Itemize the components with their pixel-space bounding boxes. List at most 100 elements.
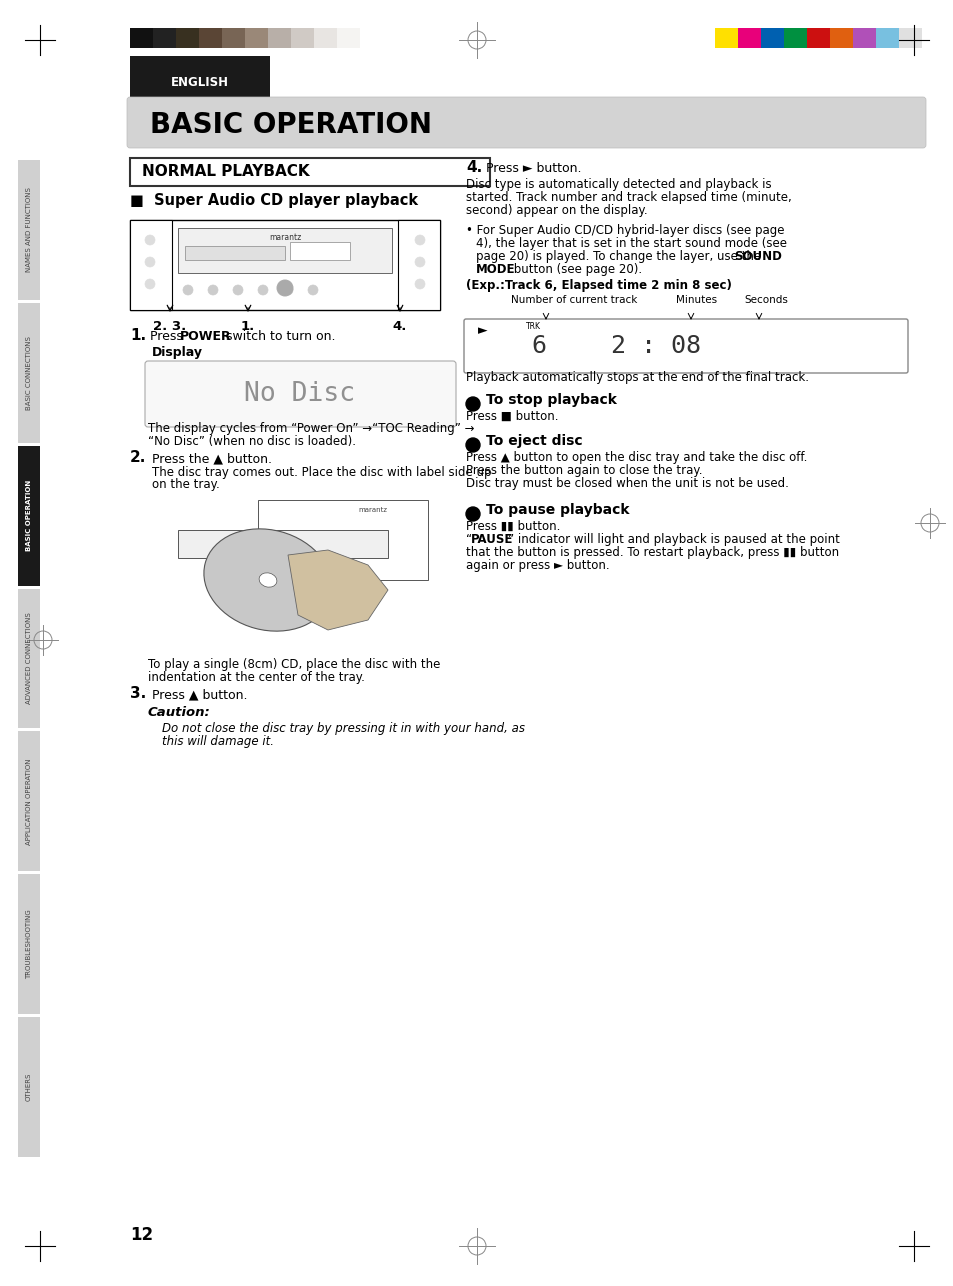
Circle shape <box>183 285 193 294</box>
Text: ” indicator will light and playback is paused at the point: ” indicator will light and playback is p… <box>507 532 839 547</box>
Bar <box>290 242 350 260</box>
Circle shape <box>145 279 154 289</box>
Bar <box>738 28 760 48</box>
Polygon shape <box>288 550 388 630</box>
Text: 4.: 4. <box>393 320 407 333</box>
Text: Seconds: Seconds <box>743 294 787 305</box>
Bar <box>898 28 921 48</box>
Circle shape <box>283 285 293 294</box>
Bar <box>875 28 898 48</box>
Text: started. Track number and track elapsed time (minute,: started. Track number and track elapsed … <box>465 192 791 204</box>
Text: on the tray.: on the tray. <box>152 478 219 491</box>
Text: MODE: MODE <box>476 264 515 276</box>
Text: 3.: 3. <box>130 685 146 701</box>
Text: NORMAL PLAYBACK: NORMAL PLAYBACK <box>142 165 310 180</box>
Circle shape <box>257 285 268 294</box>
Circle shape <box>465 439 479 451</box>
Text: switch to turn on.: switch to turn on. <box>222 331 335 343</box>
Text: To eject disc: To eject disc <box>485 433 582 448</box>
Text: To play a single (8cm) CD, place the disc with the: To play a single (8cm) CD, place the dis… <box>148 658 440 671</box>
Text: this will damage it.: this will damage it. <box>162 736 274 748</box>
Text: Press ▮▮ button.: Press ▮▮ button. <box>465 520 559 532</box>
Text: (Exp.:Track 6, Elapsed time 2 min 8 sec): (Exp.:Track 6, Elapsed time 2 min 8 sec) <box>465 279 731 292</box>
Circle shape <box>415 235 424 246</box>
Bar <box>130 220 439 310</box>
Text: Disc tray must be closed when the unit is not be used.: Disc tray must be closed when the unit i… <box>465 477 788 490</box>
Text: Press ■ button.: Press ■ button. <box>465 410 558 423</box>
Bar <box>130 158 490 186</box>
Text: ►: ► <box>477 324 487 337</box>
Circle shape <box>415 257 424 267</box>
Text: ■  Super Audio CD player playback: ■ Super Audio CD player playback <box>130 193 417 208</box>
Text: Press the button again to close the tray.: Press the button again to close the tray… <box>465 464 701 477</box>
Text: marantz: marantz <box>269 234 301 243</box>
Ellipse shape <box>204 529 332 631</box>
Bar <box>291 28 314 48</box>
Bar <box>18 874 40 1015</box>
Text: marantz: marantz <box>357 507 387 513</box>
Text: again or press ► button.: again or press ► button. <box>465 559 609 572</box>
Bar <box>714 28 738 48</box>
Text: The disc tray comes out. Place the disc with label side up: The disc tray comes out. Place the disc … <box>152 466 491 478</box>
Text: POWER: POWER <box>180 331 232 343</box>
Bar <box>18 732 40 872</box>
Text: BASIC OPERATION: BASIC OPERATION <box>26 480 32 552</box>
Circle shape <box>233 285 243 294</box>
Bar <box>18 1017 40 1157</box>
Text: BASIC OPERATION: BASIC OPERATION <box>150 111 432 139</box>
Text: 4), the layer that is set in the start sound mode (see: 4), the layer that is set in the start s… <box>476 237 786 249</box>
Bar <box>783 28 806 48</box>
Text: second) appear on the display.: second) appear on the display. <box>465 204 647 217</box>
Bar <box>178 228 392 273</box>
Text: 2. 3.: 2. 3. <box>153 320 187 333</box>
FancyBboxPatch shape <box>463 319 907 373</box>
Text: APPLICATION OPERATION: APPLICATION OPERATION <box>26 759 32 845</box>
Bar <box>257 500 428 580</box>
Bar <box>18 159 40 300</box>
Bar <box>829 28 852 48</box>
Circle shape <box>415 279 424 289</box>
Text: 12: 12 <box>130 1226 153 1244</box>
Text: Press ▲ button to open the disc tray and take the disc off.: Press ▲ button to open the disc tray and… <box>465 451 806 464</box>
Text: OTHERS: OTHERS <box>26 1073 32 1101</box>
Bar <box>175 28 199 48</box>
Text: Caution:: Caution: <box>148 706 211 719</box>
Text: Display: Display <box>152 346 203 359</box>
Text: 1.: 1. <box>240 320 254 333</box>
Text: • For Super Audio CD/CD hybrid-layer discs (see page: • For Super Audio CD/CD hybrid-layer dis… <box>465 224 783 237</box>
Text: Press: Press <box>150 331 187 343</box>
Text: indentation at the center of the tray.: indentation at the center of the tray. <box>148 671 364 684</box>
Text: SOUND: SOUND <box>733 249 781 264</box>
Text: Press the ▲ button.: Press the ▲ button. <box>152 451 272 466</box>
Text: Press ► button.: Press ► button. <box>485 162 581 175</box>
Bar <box>268 28 291 48</box>
Bar <box>336 28 359 48</box>
Bar <box>222 28 245 48</box>
Circle shape <box>145 235 154 246</box>
Text: Playback automatically stops at the end of the final track.: Playback automatically stops at the end … <box>465 370 808 385</box>
Circle shape <box>276 280 293 296</box>
Text: Disc type is automatically detected and playback is: Disc type is automatically detected and … <box>465 177 771 192</box>
Bar <box>18 446 40 585</box>
Text: Number of current track: Number of current track <box>511 294 637 305</box>
Text: TRK: TRK <box>525 322 540 331</box>
Text: ENGLISH: ENGLISH <box>171 76 229 90</box>
Text: PAUSE: PAUSE <box>471 532 513 547</box>
Bar <box>130 57 270 98</box>
Text: 6: 6 <box>531 334 545 358</box>
Bar <box>152 28 175 48</box>
Circle shape <box>308 285 317 294</box>
Text: 1.: 1. <box>130 328 146 343</box>
Bar <box>18 303 40 442</box>
Text: 2.: 2. <box>130 450 146 466</box>
Text: button (see page 20).: button (see page 20). <box>510 264 641 276</box>
Circle shape <box>208 285 218 294</box>
Text: that the button is pressed. To restart playback, press ▮▮ button: that the button is pressed. To restart p… <box>465 547 839 559</box>
Text: ADVANCED CONNECTIONS: ADVANCED CONNECTIONS <box>26 612 32 705</box>
Bar <box>245 28 268 48</box>
Text: Minutes: Minutes <box>676 294 717 305</box>
Circle shape <box>465 507 479 521</box>
Ellipse shape <box>259 572 276 588</box>
Text: “: “ <box>465 532 472 547</box>
Text: To stop playback: To stop playback <box>485 394 617 406</box>
